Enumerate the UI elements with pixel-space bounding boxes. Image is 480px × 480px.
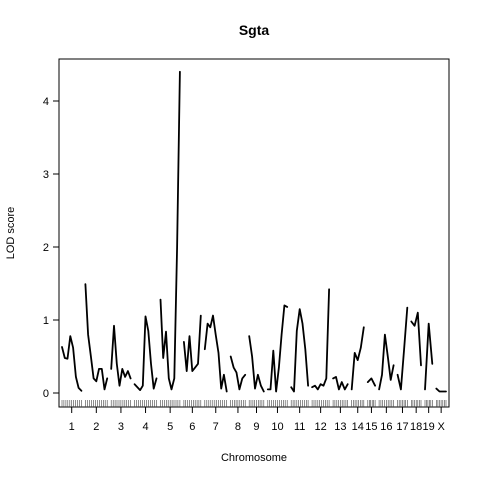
y-tick-label: 3 [43, 169, 49, 181]
lod-line-chr-10 [266, 304, 289, 393]
lod-line-chr-7 [203, 314, 228, 393]
x-tick-label-chr-6: 6 [189, 421, 195, 433]
y-tick-label: 0 [43, 388, 49, 400]
x-tick-label-chr-18: 18 [410, 421, 422, 433]
y-axis-label: LOD score [5, 207, 17, 260]
x-tick-label-chr-13: 13 [334, 421, 346, 433]
lod-line-chr-13 [332, 375, 349, 391]
x-tick-label-chr-10: 10 [271, 421, 283, 433]
y-tick-label: 4 [43, 96, 49, 108]
plot-frame [58, 58, 450, 408]
x-tick-label-chr-17: 17 [396, 421, 408, 433]
y-axis: 0 1 2 3 4 [43, 96, 59, 400]
x-tick-label-chr-12: 12 [315, 421, 327, 433]
x-tick-label-chr-9: 9 [253, 421, 259, 433]
x-tick-label-chr-4: 4 [142, 421, 148, 433]
x-axis-label: Chromosome [221, 452, 287, 464]
lod-line-chr-19 [424, 322, 434, 391]
x-tick-label-chr-7: 7 [213, 421, 219, 433]
lod-line-chr-3 [110, 324, 132, 387]
x-tick-label-chr-15: 15 [365, 421, 377, 433]
lod-line-chr-6 [182, 314, 202, 373]
lod-line-chr-X [435, 387, 447, 393]
x-tick-label-chr-8: 8 [235, 421, 241, 433]
lod-line-chr-4 [133, 315, 158, 392]
y-tick-label: 2 [43, 242, 49, 254]
x-tick-label-chr-X: X [437, 421, 445, 433]
lod-line-chr-17 [396, 306, 409, 391]
x-tick-label-chr-1: 1 [69, 421, 75, 433]
x-tick-label-chr-2: 2 [93, 421, 99, 433]
x-tick-label-chr-11: 11 [294, 421, 305, 433]
lod-line-chr-12 [311, 288, 331, 391]
lod-line-chr-1 [61, 335, 83, 392]
chart-title: Sgta [239, 22, 270, 38]
lod-series [61, 70, 447, 393]
x-tick-label-chr-5: 5 [167, 421, 173, 433]
x-tick-label-chr-3: 3 [118, 421, 124, 433]
y-tick-label: 1 [43, 315, 49, 327]
x-axis: 1 2 3 4 5 6 7 8 9 10 11 12 13 14 15 16 17 18 19 X [69, 407, 445, 433]
x-tick-label-chr-16: 16 [380, 421, 392, 433]
x-tick-label-chr-14: 14 [352, 421, 364, 433]
x-tick-label-chr-19: 19 [423, 421, 435, 433]
lod-line-chr-8 [229, 355, 247, 391]
lod-line-chr-11 [290, 308, 310, 393]
lod-line-chr-5 [159, 70, 181, 391]
lod-line-chr-2 [84, 283, 109, 391]
lod-line-chr-16 [378, 333, 395, 391]
lod-line-chr-18 [410, 311, 422, 367]
marker-rug [61, 400, 447, 407]
lod-line-chr-14 [350, 326, 365, 391]
lod-line-chr-9 [248, 335, 265, 393]
lod-line-chr-15 [366, 377, 377, 387]
